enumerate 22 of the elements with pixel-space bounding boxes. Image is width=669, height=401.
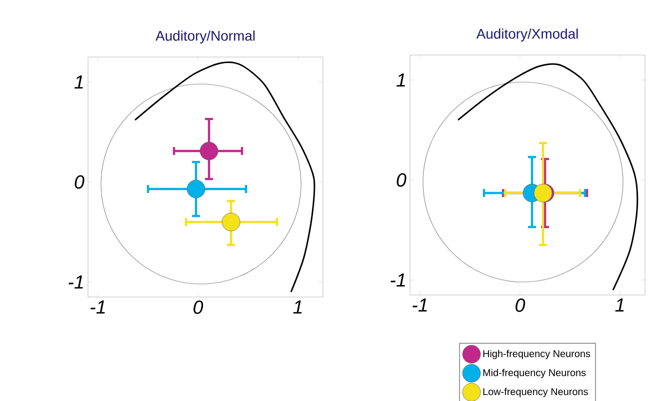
x-tick-label: -1 (90, 300, 105, 314)
line-series (134, 62, 316, 293)
legend-label: Mid-frequency Neurons (483, 368, 586, 378)
line-series (457, 63, 638, 291)
y-tick-label: -1 (68, 276, 83, 289)
chart-title: Auditory/Normal (156, 30, 255, 44)
y-tick-label: 0 (396, 173, 406, 187)
y-tick-label: 1 (74, 76, 83, 89)
x-tick-label: 1 (615, 298, 624, 312)
y-tick-label: -1 (390, 274, 405, 287)
x-tick-label: 1 (293, 300, 302, 314)
y-tick-label: 1 (396, 74, 405, 87)
legend-label: Low-frequency Neurons (483, 388, 588, 398)
y-tick-label: 0 (74, 175, 84, 189)
x-tick-label: 0 (194, 300, 204, 314)
point (186, 180, 206, 198)
legend-label: High-frequency Neurons (483, 350, 590, 360)
point (200, 142, 218, 160)
chart-title: Auditory/Xmodal (476, 28, 578, 42)
x-tick-label: 0 (516, 298, 526, 312)
x-tick-label: -1 (412, 298, 427, 312)
point (222, 212, 240, 232)
